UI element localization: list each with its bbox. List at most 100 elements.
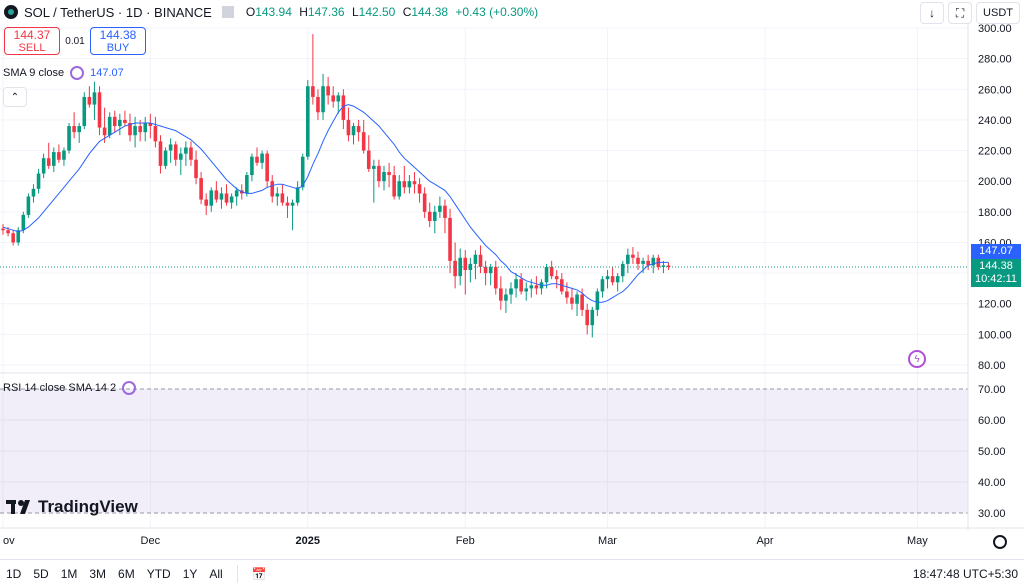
clock[interactable]: 18:47:48 UTC+5:30 xyxy=(912,567,1018,581)
market-status-icon[interactable] xyxy=(221,6,234,18)
sma-price-tag: 147.07 xyxy=(971,244,1021,259)
rsi-tick-label: 70.00 xyxy=(978,384,1006,396)
candle-body xyxy=(570,297,574,304)
candle-body xyxy=(620,263,625,277)
candle-body xyxy=(209,190,214,206)
sma-legend[interactable]: SMA 9 close 147.07 xyxy=(3,66,124,80)
candle-body xyxy=(661,265,666,267)
tf-all[interactable]: All xyxy=(209,567,223,581)
buy-button[interactable]: 144.38 BUY xyxy=(90,27,146,55)
tf-5d[interactable]: 5D xyxy=(33,567,49,581)
fullscreen-icon[interactable]: ⛶ xyxy=(948,2,973,24)
time-tick-label: Dec xyxy=(141,535,161,547)
low-value: 142.50 xyxy=(358,5,396,19)
top-right-controls: ↓ ⛶ USDT xyxy=(920,2,1020,24)
candle-body xyxy=(46,158,51,166)
settings-gear-icon[interactable] xyxy=(993,535,1007,549)
lightning-icon[interactable]: ϟ xyxy=(908,350,926,368)
symbol-title[interactable]: SOL / TetherUS · 1D · BINANCE xyxy=(24,4,212,20)
candle-body xyxy=(189,147,193,160)
candle-body xyxy=(377,165,381,182)
close-value: 144.38 xyxy=(411,5,449,19)
close-label: C xyxy=(402,5,412,19)
high-value: 147.36 xyxy=(307,5,345,19)
candle-body xyxy=(270,181,275,197)
candle-body xyxy=(87,96,92,105)
low-label: L xyxy=(351,5,359,19)
currency-selector[interactable]: USDT xyxy=(976,2,1020,24)
candle-body xyxy=(1,228,5,231)
symbol-header: SOL / TetherUS · 1D · BINANCE O143.94 H1… xyxy=(0,0,542,24)
candle-body xyxy=(626,254,630,264)
candle-body xyxy=(392,175,396,197)
collapse-legend-button[interactable]: ⌃ xyxy=(3,87,27,107)
rsi-legend[interactable]: RSI 14 close SMA 14 2 xyxy=(3,381,137,395)
time-tick-label: ov xyxy=(3,535,15,547)
price-tick-label: 180.00 xyxy=(978,207,1012,219)
change-value: +0.43 (+0.30%) xyxy=(455,5,539,19)
candle-body xyxy=(443,205,447,218)
candle-body xyxy=(41,158,46,174)
candle-body xyxy=(605,276,610,280)
candle-body xyxy=(224,193,229,203)
candle-body xyxy=(651,257,656,266)
candle-body xyxy=(438,205,442,212)
time-tick-label: Feb xyxy=(456,535,475,547)
tf-1m[interactable]: 1M xyxy=(60,567,78,581)
candle-body xyxy=(580,294,584,310)
candle-body xyxy=(610,276,615,283)
candle-body xyxy=(321,86,325,113)
countdown-value: 10:42:11 xyxy=(974,273,1017,285)
candle-body xyxy=(97,92,102,128)
tf-1y[interactable]: 1Y xyxy=(182,567,198,581)
price-tick-label: 240.00 xyxy=(978,115,1012,127)
buy-label: BUY xyxy=(106,42,130,54)
candle-body xyxy=(67,126,71,151)
candle-body xyxy=(458,257,462,277)
candle-body xyxy=(600,279,605,292)
price-tick-label: 300.00 xyxy=(978,23,1012,35)
price-axis[interactable]: 300.00 280.00 260.00 240.00 220.00 200.00 180.… xyxy=(978,23,1012,372)
candle-body xyxy=(483,266,488,274)
candle-body xyxy=(255,156,259,163)
candle-body xyxy=(173,144,178,160)
candle-body xyxy=(300,156,305,188)
candle-body xyxy=(402,181,407,188)
candle-body xyxy=(184,147,188,154)
time-axis[interactable]: ov Dec 2025 Feb Mar Apr May xyxy=(3,535,928,547)
candle-body xyxy=(275,193,280,197)
sell-button[interactable]: 144.37 SELL xyxy=(4,27,60,55)
tf-6m[interactable]: 6M xyxy=(118,567,135,581)
tf-ytd[interactable]: YTD xyxy=(146,567,171,581)
time-tick-label: Mar xyxy=(598,535,617,547)
time-tick-label: 2025 xyxy=(296,535,320,547)
candle-body xyxy=(346,119,351,136)
candle-body xyxy=(463,257,468,271)
candle-body xyxy=(356,126,361,133)
candle-body xyxy=(473,254,478,264)
candle-body xyxy=(565,291,569,298)
candle-body xyxy=(422,193,427,212)
price-tick-label: 100.00 xyxy=(978,329,1012,341)
candle-body xyxy=(361,132,366,151)
sell-price: 144.37 xyxy=(13,28,51,42)
candle-body xyxy=(260,153,264,163)
rsi-settings-icon[interactable] xyxy=(122,381,137,395)
sma-settings-icon[interactable] xyxy=(70,66,85,80)
candle-body xyxy=(311,86,315,97)
candle-body xyxy=(341,95,346,120)
tradingview-logo-text: TradingView xyxy=(38,497,138,516)
candle-body xyxy=(179,153,183,160)
tf-1d[interactable]: 1D xyxy=(6,567,22,581)
candle-body xyxy=(295,187,300,203)
arrow-down-icon[interactable]: ↓ xyxy=(920,2,945,24)
buy-price: 144.38 xyxy=(99,28,137,42)
date-range-icon[interactable]: 📅 xyxy=(251,567,267,581)
spread-value: 0.01 xyxy=(65,35,85,47)
candle-body xyxy=(250,156,254,176)
candle-body xyxy=(448,217,452,261)
price-tick-label: 280.00 xyxy=(978,54,1012,66)
tf-3m[interactable]: 3M xyxy=(89,567,107,581)
rsi-axis[interactable]: 70.00 60.00 50.00 40.00 30.00 xyxy=(978,384,1006,520)
